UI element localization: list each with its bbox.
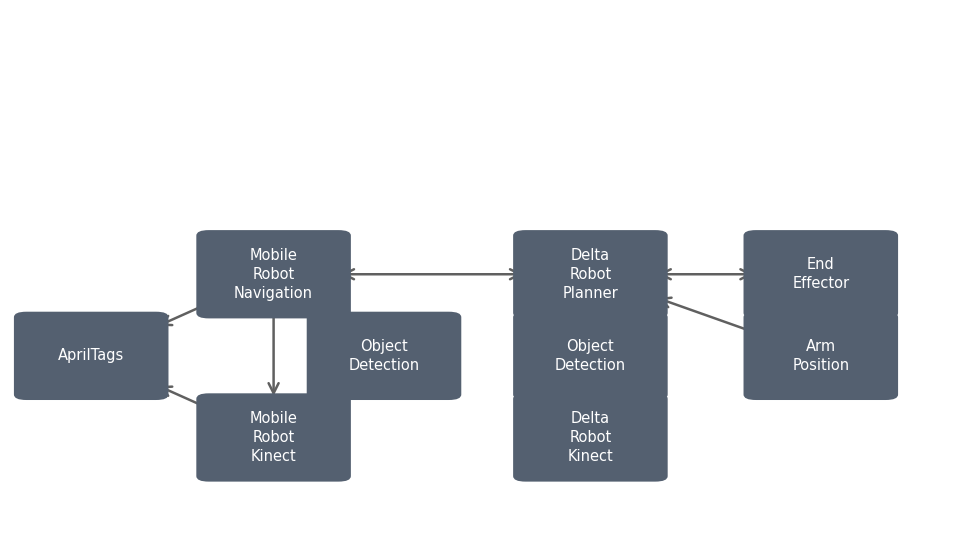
FancyBboxPatch shape bbox=[513, 230, 668, 319]
Text: Mobile
Robot
Navigation: Mobile Robot Navigation bbox=[234, 247, 313, 301]
Text: End
Effector: End Effector bbox=[792, 257, 850, 292]
FancyBboxPatch shape bbox=[743, 230, 899, 319]
Text: Software: ROS Nodes & Computer Vision: Software: ROS Nodes & Computer Vision bbox=[40, 55, 918, 96]
FancyBboxPatch shape bbox=[743, 312, 899, 400]
FancyBboxPatch shape bbox=[513, 312, 668, 400]
FancyBboxPatch shape bbox=[196, 393, 350, 482]
FancyBboxPatch shape bbox=[513, 393, 668, 482]
Text: AprilTags: AprilTags bbox=[58, 348, 125, 363]
FancyBboxPatch shape bbox=[196, 230, 350, 319]
Text: Arm
Position: Arm Position bbox=[792, 339, 850, 373]
Text: Object
Detection: Object Detection bbox=[348, 339, 420, 373]
FancyBboxPatch shape bbox=[13, 312, 169, 400]
Text: Mobile
Robot
Kinect: Mobile Robot Kinect bbox=[250, 411, 298, 464]
FancyBboxPatch shape bbox=[307, 312, 462, 400]
Text: Object
Detection: Object Detection bbox=[555, 339, 626, 373]
Text: Delta
Robot
Kinect: Delta Robot Kinect bbox=[567, 411, 613, 464]
Text: Delta
Robot
Planner: Delta Robot Planner bbox=[563, 247, 618, 301]
